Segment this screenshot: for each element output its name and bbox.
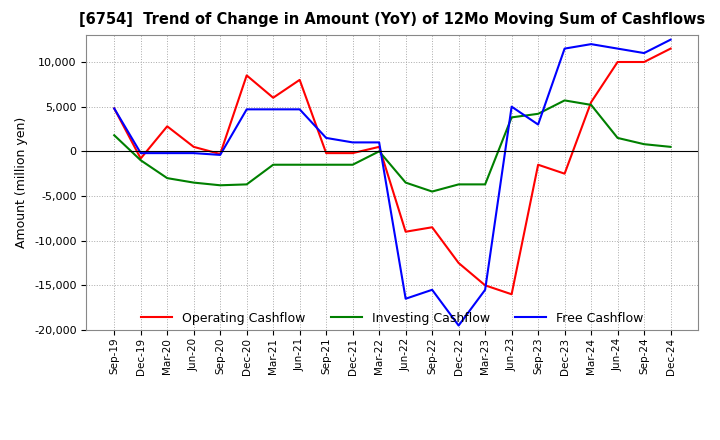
Investing Cashflow	[666, 144, 675, 150]
Operating Cashflow	[481, 282, 490, 288]
Investing Cashflow	[189, 180, 198, 185]
Title: [6754]  Trend of Change in Amount (YoY) of 12Mo Moving Sum of Cashflows: [6754] Trend of Change in Amount (YoY) o…	[79, 12, 706, 27]
Investing Cashflow	[216, 183, 225, 188]
Investing Cashflow	[348, 162, 357, 167]
Operating Cashflow	[136, 156, 145, 161]
Operating Cashflow	[560, 171, 569, 176]
Investing Cashflow	[269, 162, 277, 167]
Operating Cashflow	[534, 162, 542, 167]
Investing Cashflow	[454, 182, 463, 187]
Free Cashflow	[375, 140, 384, 145]
Free Cashflow	[110, 106, 119, 111]
Operating Cashflow	[348, 150, 357, 156]
Free Cashflow	[428, 287, 436, 293]
Operating Cashflow	[216, 151, 225, 157]
Operating Cashflow	[243, 73, 251, 78]
Free Cashflow	[322, 135, 330, 140]
Free Cashflow	[481, 287, 490, 293]
Investing Cashflow	[481, 182, 490, 187]
Investing Cashflow	[295, 162, 304, 167]
Investing Cashflow	[640, 142, 649, 147]
Investing Cashflow	[110, 132, 119, 138]
Operating Cashflow	[269, 95, 277, 100]
Free Cashflow	[163, 150, 171, 156]
Operating Cashflow	[189, 144, 198, 150]
Free Cashflow	[269, 107, 277, 112]
Operating Cashflow	[322, 150, 330, 156]
Operating Cashflow	[587, 99, 595, 105]
Legend: Operating Cashflow, Investing Cashflow, Free Cashflow: Operating Cashflow, Investing Cashflow, …	[136, 307, 649, 330]
Investing Cashflow	[375, 149, 384, 154]
Operating Cashflow	[295, 77, 304, 83]
Free Cashflow	[136, 150, 145, 156]
Operating Cashflow	[666, 46, 675, 51]
Operating Cashflow	[110, 106, 119, 111]
Investing Cashflow	[534, 111, 542, 117]
Free Cashflow	[613, 46, 622, 51]
Line: Operating Cashflow: Operating Cashflow	[114, 48, 670, 294]
Operating Cashflow	[163, 124, 171, 129]
Investing Cashflow	[508, 115, 516, 120]
Operating Cashflow	[428, 225, 436, 230]
Free Cashflow	[587, 41, 595, 47]
Investing Cashflow	[613, 135, 622, 140]
Free Cashflow	[666, 37, 675, 42]
Free Cashflow	[243, 107, 251, 112]
Free Cashflow	[640, 51, 649, 56]
Investing Cashflow	[428, 189, 436, 194]
Operating Cashflow	[375, 144, 384, 150]
Investing Cashflow	[560, 98, 569, 103]
Free Cashflow	[560, 46, 569, 51]
Free Cashflow	[348, 140, 357, 145]
Operating Cashflow	[401, 229, 410, 235]
Operating Cashflow	[640, 59, 649, 65]
Line: Investing Cashflow: Investing Cashflow	[114, 100, 670, 191]
Investing Cashflow	[163, 176, 171, 181]
Investing Cashflow	[243, 182, 251, 187]
Investing Cashflow	[136, 158, 145, 163]
Operating Cashflow	[508, 292, 516, 297]
Operating Cashflow	[613, 59, 622, 65]
Free Cashflow	[508, 104, 516, 109]
Free Cashflow	[216, 152, 225, 158]
Operating Cashflow	[454, 260, 463, 266]
Line: Free Cashflow: Free Cashflow	[114, 40, 670, 326]
Free Cashflow	[534, 122, 542, 127]
Investing Cashflow	[587, 102, 595, 107]
Investing Cashflow	[322, 162, 330, 167]
Free Cashflow	[189, 150, 198, 156]
Y-axis label: Amount (million yen): Amount (million yen)	[16, 117, 29, 248]
Free Cashflow	[295, 107, 304, 112]
Free Cashflow	[454, 323, 463, 328]
Free Cashflow	[401, 296, 410, 301]
Investing Cashflow	[401, 180, 410, 185]
